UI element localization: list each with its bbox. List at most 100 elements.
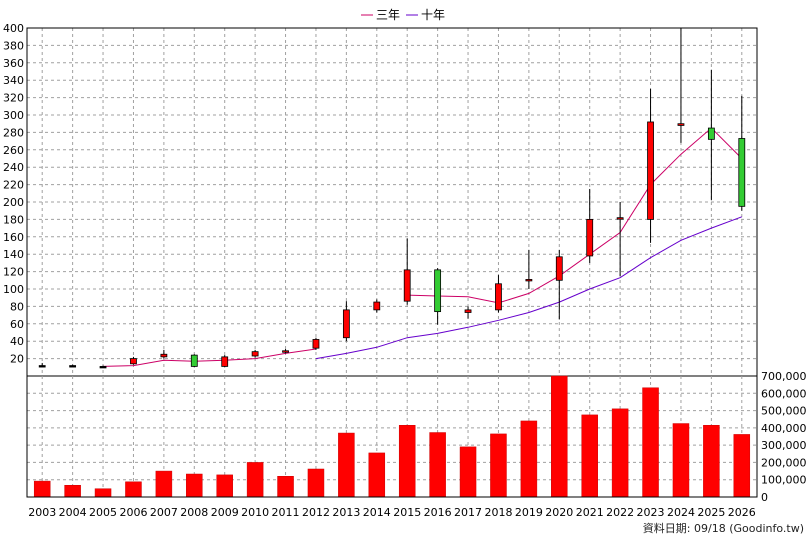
- volume-bar-2022: [611, 408, 629, 498]
- volume-bar-2004: [64, 484, 81, 498]
- volume-bar-2018: [490, 433, 507, 498]
- x-tick-label: 2003: [28, 506, 56, 519]
- price-tick-label: 80: [10, 300, 24, 313]
- volume-bar-2009: [216, 474, 233, 498]
- volume-bar-2006: [125, 481, 142, 498]
- candle-2020: [555, 249, 563, 320]
- x-tick-label: 2021: [576, 506, 604, 519]
- price-tick-label: 200: [3, 196, 24, 209]
- candle-body: [677, 123, 685, 126]
- chart-frame: [26, 27, 758, 498]
- candle-2022: [616, 202, 624, 276]
- x-tick-label: 2005: [89, 506, 117, 519]
- x-tick-label: 2022: [606, 506, 634, 519]
- volume-tick-label: 500,000: [761, 405, 807, 418]
- price-tick-label: 40: [10, 335, 24, 348]
- ma3-line: [102, 127, 743, 367]
- candle-2005: [99, 365, 107, 369]
- candle-2019: [525, 249, 533, 289]
- x-tick-label: 2024: [667, 506, 695, 519]
- price-tick-label: 380: [3, 39, 24, 52]
- candle-body: [434, 269, 442, 313]
- x-tick-label: 2018: [484, 506, 512, 519]
- volume-bar-2026: [733, 434, 751, 498]
- price-tick-label: 280: [3, 126, 24, 139]
- candle-body: [464, 309, 472, 313]
- candle-body: [251, 351, 259, 357]
- candle-2008: [190, 354, 198, 368]
- candle-2013: [342, 301, 350, 342]
- price-tick-label: 360: [3, 57, 24, 70]
- volume-tick-label: 200,000: [761, 456, 807, 469]
- x-tick-label: 2019: [515, 506, 543, 519]
- legend: 三年 十年: [361, 8, 445, 22]
- volume-bar-2012: [307, 468, 325, 498]
- volume-bar-2025: [703, 425, 720, 498]
- volume-tick-label: 400,000: [761, 422, 807, 435]
- price-tick-label: 140: [3, 248, 24, 261]
- candle-2025: [707, 69, 715, 201]
- candle-body: [586, 218, 594, 257]
- x-tick-label: 2011: [272, 506, 300, 519]
- candle-body: [190, 354, 198, 367]
- price-panel: 20 40 60 80 100 120 140 160 180 200 220 240 260 280 30…: [3, 22, 758, 377]
- volume-bar-2021: [581, 414, 598, 498]
- price-tick-label: 340: [3, 74, 24, 87]
- candle-2003: [38, 362, 46, 368]
- x-tick-label: 2025: [697, 506, 725, 519]
- volume-bar-2011: [277, 476, 294, 498]
- x-tick-label: 2009: [211, 506, 239, 519]
- volume-bar-2017: [459, 446, 477, 498]
- price-tick-label: 100: [3, 283, 24, 296]
- legend-label-ma10: 十年: [421, 8, 445, 22]
- candle-body: [373, 301, 381, 311]
- x-tick-label: 2020: [545, 506, 573, 519]
- x-tick-label: 2008: [180, 506, 208, 519]
- volume-tick-label: 100,000: [761, 474, 807, 487]
- volume-bar-2013: [338, 432, 355, 498]
- candle-body: [342, 309, 350, 339]
- data-source-label: 資料日期: 09/18 (Goodinfo.tw): [643, 521, 804, 535]
- candle-body: [403, 269, 411, 302]
- candle-2011: [282, 349, 289, 354]
- x-tick-label: 2017: [454, 506, 482, 519]
- price-tick-label: 20: [10, 353, 24, 366]
- candle-2021: [586, 188, 594, 263]
- price-tick-label: 320: [3, 92, 24, 105]
- candle-2026: [738, 95, 746, 211]
- candle-2014: [373, 299, 381, 313]
- price-tick-label: 260: [3, 144, 24, 157]
- candle-body: [707, 127, 715, 140]
- candle-2012: [312, 337, 320, 350]
- volume-bar-2023: [642, 387, 659, 498]
- candle-body: [616, 217, 624, 220]
- volume-bar-2016: [429, 432, 446, 498]
- x-tick-label: 2016: [424, 506, 452, 519]
- price-tick-label: 180: [3, 213, 24, 226]
- price-tick-label: 160: [3, 231, 24, 244]
- candle-body: [221, 356, 229, 367]
- x-tick-label: 2014: [363, 506, 391, 519]
- volume-tick-label: 0: [761, 491, 768, 504]
- volume-bar-2005: [94, 488, 112, 498]
- x-axis: 2003 2004 2005 2006 2007 2008 2009 2010 2011 2012…: [28, 506, 756, 519]
- volume-panel: 0 100,000 200,000 300,000 400,000 500,000 600,…: [26, 27, 807, 504]
- candle-2007: [160, 349, 168, 359]
- volume-bar-2003: [33, 480, 51, 498]
- x-tick-label: 2010: [241, 506, 269, 519]
- legend-label-ma3: 三年: [376, 8, 400, 22]
- candle-2017: [464, 306, 472, 319]
- price-tick-label: 60: [10, 318, 24, 331]
- price-tick-label: 300: [3, 109, 24, 122]
- candle-2010: [251, 349, 259, 358]
- volume-tick-label: 700,000: [761, 370, 807, 383]
- volume-bar-2020: [551, 375, 568, 498]
- candle-body: [738, 138, 746, 207]
- volume-bar-2024: [672, 423, 690, 498]
- x-tick-label: 2012: [302, 506, 330, 519]
- candle-body: [312, 339, 320, 349]
- candle-2009: [221, 355, 229, 368]
- candle-2018: [495, 275, 502, 313]
